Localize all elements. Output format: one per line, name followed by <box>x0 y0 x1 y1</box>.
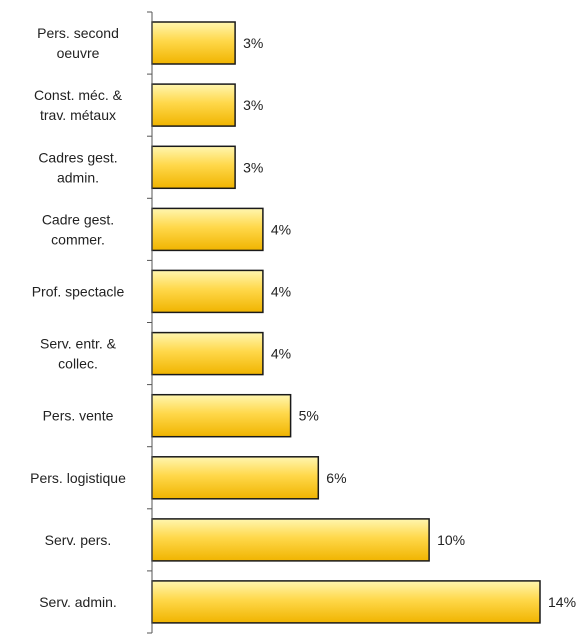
category-label-line: Pers. second <box>37 25 119 41</box>
category-label-line: Const. méc. & <box>34 87 123 103</box>
category-label-line: collec. <box>58 356 98 372</box>
category-label-line: Serv. admin. <box>39 594 117 610</box>
category-label-line: Pers. vente <box>43 408 114 424</box>
category-label-line: Cadres gest. <box>38 149 117 165</box>
category-label-line: Serv. pers. <box>45 532 112 548</box>
category-label-1: Const. méc. & trav. métaux <box>34 87 123 123</box>
value-label-8: 10% <box>437 532 465 548</box>
category-label-4: Prof. spectacle <box>32 283 125 299</box>
category-label-line: commer. <box>51 231 105 247</box>
value-label-6: 5% <box>299 408 319 424</box>
category-label-9: Serv. admin. <box>39 594 117 610</box>
bar-4 <box>151 269 264 314</box>
category-label-0: Pers. second oeuvre <box>37 25 119 61</box>
bar-3 <box>151 207 264 252</box>
category-label-3: Cadre gest. commer. <box>42 211 114 247</box>
axis-layer <box>147 11 153 634</box>
value-label-1: 3% <box>243 97 263 113</box>
value-label-7: 6% <box>326 470 346 486</box>
category-label-5: Serv. entr. & collec. <box>40 336 117 372</box>
labels-layer: 3% Pers. second oeuvre 3% Const. méc. & trav.… <box>30 25 576 610</box>
bar-9 <box>151 580 541 624</box>
value-label-0: 3% <box>243 35 263 51</box>
category-label-line: Cadre gest. <box>42 211 114 227</box>
bar-6 <box>151 393 292 438</box>
bar-7 <box>151 456 320 500</box>
bar-2 <box>151 145 236 190</box>
value-label-3: 4% <box>271 221 291 237</box>
category-label-8: Serv. pers. <box>45 532 112 548</box>
bar-5 <box>151 331 264 376</box>
category-label-line: Pers. logistique <box>30 470 126 486</box>
bar-1 <box>151 83 236 127</box>
category-label-line: Prof. spectacle <box>32 283 125 299</box>
category-label-line: admin. <box>57 169 99 185</box>
value-label-5: 4% <box>271 346 291 362</box>
category-label-line: trav. métaux <box>40 107 116 123</box>
value-label-2: 3% <box>243 159 263 175</box>
bars-layer <box>151 21 541 624</box>
bar-8 <box>151 518 430 562</box>
category-label-line: Serv. entr. & <box>40 336 117 352</box>
category-label-line: oeuvre <box>57 45 100 61</box>
category-label-2: Cadres gest. admin. <box>38 149 117 185</box>
category-label-6: Pers. vente <box>43 408 114 424</box>
value-label-4: 4% <box>271 283 291 299</box>
value-label-9: 14% <box>548 594 576 610</box>
bar-0 <box>151 21 236 65</box>
category-label-7: Pers. logistique <box>30 470 126 486</box>
